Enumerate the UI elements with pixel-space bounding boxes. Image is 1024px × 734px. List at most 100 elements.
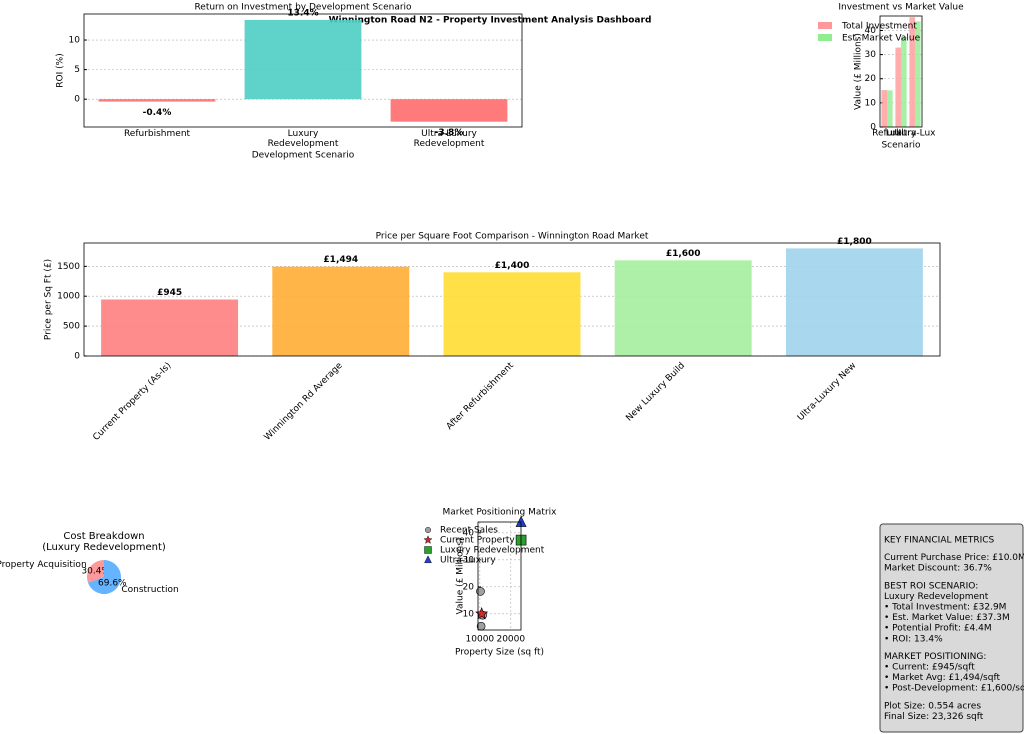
bar xyxy=(887,90,893,127)
bar xyxy=(785,248,923,356)
y-axis-label: Price per Sq Ft (£) xyxy=(44,259,54,340)
chart-title: Return on Investment by Development Scen… xyxy=(194,3,412,13)
slice-value: 30.4% xyxy=(81,567,110,577)
legend-swatch xyxy=(818,22,832,29)
bar xyxy=(895,47,901,127)
point xyxy=(424,555,432,564)
bar xyxy=(915,21,921,128)
x-tick-label: Ultra-Luxury New xyxy=(796,361,858,423)
metric-line: • Est. Market Value: £37.3M xyxy=(884,613,1010,623)
chart-title: Cost Breakdown (Luxury Redevelopment) xyxy=(42,531,166,553)
metric-line: Luxury Redevelopment xyxy=(884,592,989,602)
legend-label: Total Investment xyxy=(841,22,917,32)
x-tick-label: Luxury Redevelopment xyxy=(267,129,339,149)
bar xyxy=(909,17,915,128)
metric-line: Plot Size: 0.554 acres xyxy=(884,701,981,711)
chart-title: Price per Square Foot Comparison - Winni… xyxy=(376,232,649,242)
y-tick-label: 10 xyxy=(865,98,877,108)
y-tick-label: 20 xyxy=(865,74,877,84)
x-tick-label: 20000 xyxy=(496,635,525,645)
metric-line: MARKET POSITIONING: xyxy=(884,652,986,662)
y-axis-label: ROI (%) xyxy=(56,53,66,87)
legend-label: Recent Sales xyxy=(440,526,498,536)
bar xyxy=(614,260,752,356)
value-label: £1,494 xyxy=(323,255,358,265)
plot-frame xyxy=(83,242,941,357)
metric-line: • Post-Development: £1,600/sqft xyxy=(884,684,1024,694)
x-tick-label: Winnington Rd Average xyxy=(263,360,345,442)
metric-line: • Market Avg: £1,494/sqft xyxy=(884,673,1000,683)
x-tick-label: New Luxury Build xyxy=(624,361,687,424)
y-tick-label: 1500 xyxy=(57,262,80,272)
x-tick-label: 10000 xyxy=(466,635,495,645)
bar xyxy=(390,99,508,122)
metric-line: • ROI: 13.4% xyxy=(884,634,943,644)
metric-line: KEY FINANCIAL METRICS xyxy=(884,536,995,546)
y-tick-label: 0 xyxy=(74,352,80,362)
legend-label: Est. Market Value xyxy=(842,34,921,44)
x-tick-label: After Refurbishment xyxy=(445,360,516,431)
metric-line: Market Discount: 36.7% xyxy=(884,564,992,574)
slice-value: 69.6% xyxy=(98,578,127,588)
x-tick-label: Ultra-Luxury Redevelopment xyxy=(413,129,485,149)
bar xyxy=(98,99,216,102)
x-tick-label: Ultra-Lux xyxy=(895,129,937,139)
y-tick-label: 20 xyxy=(463,582,475,592)
x-axis-label: Development Scenario xyxy=(252,151,355,161)
pie-slice xyxy=(87,560,121,595)
slice-label: Property Acquisition xyxy=(0,560,87,570)
legend-swatch xyxy=(818,34,832,41)
metrics-box xyxy=(879,523,1024,733)
bar xyxy=(443,272,581,356)
value-label: £945 xyxy=(157,288,182,298)
plot-frame xyxy=(83,13,523,128)
x-axis-label: Property Size (sq ft) xyxy=(455,648,544,658)
value-label: £1,600 xyxy=(666,249,701,259)
bar xyxy=(901,36,907,127)
point xyxy=(424,526,432,534)
y-tick-label: 30 xyxy=(865,50,877,60)
metric-line: Final Size: 23,326 sqft xyxy=(884,712,984,722)
y-axis-label: Value (£ Millions) xyxy=(854,33,864,110)
pie-slice xyxy=(86,560,104,583)
page-title: Winnington Road N2 - Property Investment… xyxy=(329,16,652,26)
y-tick-label: 5 xyxy=(74,65,80,75)
bar xyxy=(244,19,362,100)
point xyxy=(424,546,432,554)
legend-label: Ultra-Luxury xyxy=(440,556,496,566)
y-tick-label: 40 xyxy=(463,528,475,538)
metric-line: • Total Investment: £32.9M xyxy=(884,603,1006,613)
y-tick-label: 10 xyxy=(69,36,81,46)
point xyxy=(475,606,489,620)
chart-title: Market Positioning Matrix xyxy=(443,508,558,518)
x-tick-label: Refurbishment xyxy=(123,129,191,139)
value-label: £1,400 xyxy=(495,261,530,271)
y-tick-label: 30 xyxy=(463,555,475,565)
y-axis-label: Value (£ Millions) xyxy=(456,538,466,615)
x-tick-label: Luxury xyxy=(886,129,917,139)
chart-title: Investment vs Market Value xyxy=(838,3,964,13)
plot-frame xyxy=(477,521,522,631)
value-label: -0.4% xyxy=(143,108,172,118)
y-tick-label: 500 xyxy=(63,322,80,332)
value-label: 13.4% xyxy=(287,8,318,18)
value-label: -3.8% xyxy=(435,128,464,138)
plot-frame xyxy=(879,15,923,128)
bar xyxy=(272,266,410,356)
bar xyxy=(101,299,239,356)
y-tick-label: 0 xyxy=(74,95,80,105)
metric-line: BEST ROI SCENARIO: xyxy=(884,581,978,591)
x-axis-label: Scenario xyxy=(881,141,921,151)
y-tick-label: 10 xyxy=(463,609,475,619)
point xyxy=(423,535,433,544)
value-label: £1,800 xyxy=(837,237,872,247)
metric-line: • Potential Profit: £4.4M xyxy=(884,624,992,634)
point xyxy=(476,587,485,596)
bar xyxy=(881,90,887,127)
y-tick-label: 40 xyxy=(865,26,877,36)
y-tick-label: 1000 xyxy=(57,292,80,302)
metric-line: Current Purchase Price: £10.0M xyxy=(884,553,1024,563)
legend-label: Luxury Redevelopment xyxy=(440,546,545,556)
